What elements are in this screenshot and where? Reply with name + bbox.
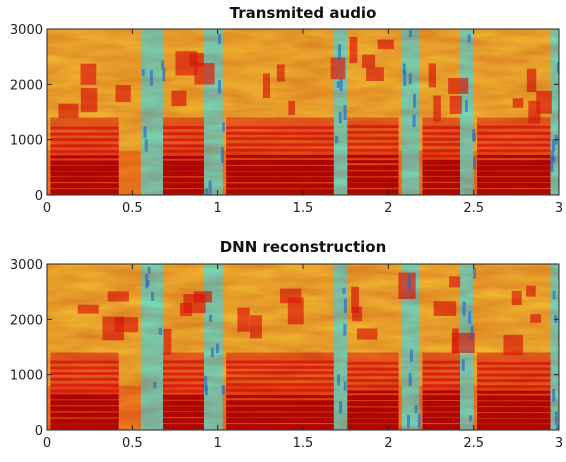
x-tick-label: 0 [43,201,51,216]
x-tick-label: 0.5 [122,201,143,216]
low-energy-speck [470,325,474,340]
x-tick-label: 2.5 [463,201,484,216]
low-energy-speck [141,69,145,76]
low-energy-speck [145,273,149,289]
y-tick-label: 1000 [10,369,43,384]
low-energy-speck [204,188,208,195]
low-energy-speck [556,425,559,430]
low-energy-speck [403,70,407,86]
low-energy-speck [412,114,416,128]
low-energy-speck [220,147,224,164]
spectrogram-panel-2: 0 0.5 1 1.5 2 2.5 3 0 1000 2000 3000 [10,258,563,451]
x-tick-label: 3 [555,436,563,451]
low-energy-speck [208,314,212,322]
spectrogram-panel-1: 0 0.5 1 1.5 2 2.5 3 0 1000 2000 3000 [10,23,563,216]
low-energy-speck [343,104,347,121]
x-tick-label: 2.5 [463,436,484,451]
spectrogram-image [47,29,559,195]
low-energy-speck [215,343,219,353]
low-energy-speck [342,288,346,295]
low-energy-speck [468,311,472,324]
low-energy-speck [552,388,556,402]
low-energy-speck [550,157,554,172]
low-energy-speck [208,180,212,195]
low-energy-speck [143,126,147,138]
chart-title-top: Transmited audio [229,4,377,22]
x-tick-label: 1.5 [293,201,314,216]
low-energy-speck [162,67,166,82]
low-energy-speck [217,34,221,45]
low-energy-speck [408,373,412,387]
low-energy-speck [464,100,468,113]
low-energy-speck [414,405,418,414]
low-energy-speck [409,349,413,362]
x-tick-label: 2 [384,201,392,216]
low-energy-speck [472,133,476,142]
spectrogram-image [47,264,559,430]
y-tick-label: 0 [35,189,43,204]
x-tick-label: 1 [214,201,222,216]
texture-overlay [47,264,559,430]
low-energy-speck [462,301,466,317]
chart-title-bottom: DNN reconstruction [219,238,387,256]
low-energy-speck [408,73,412,85]
low-energy-speck [144,139,148,152]
low-energy-speck [336,81,340,88]
x-tick-label: 1.5 [293,436,314,451]
low-energy-speck [217,80,221,94]
y-tick-label: 1000 [10,134,43,149]
low-energy-speck [406,414,410,428]
low-energy-speck [339,401,343,414]
x-tick-label: 3 [555,201,563,216]
low-energy-speck [554,411,558,425]
low-energy-speck [153,381,157,389]
low-energy-speck [552,156,556,163]
y-tick-label: 3000 [10,23,43,38]
low-energy-speck [402,63,406,75]
x-tick-label: 0.5 [122,436,143,451]
low-energy-speck [158,327,162,335]
low-energy-speck [339,78,343,92]
low-energy-speck [551,139,555,152]
low-energy-speck [147,266,151,274]
low-energy-speck [221,384,225,395]
low-energy-speck [408,30,412,38]
texture-overlay [47,29,559,195]
low-energy-speck [467,34,471,43]
low-energy-speck [552,290,556,300]
x-tick-label: 2 [384,436,392,451]
low-energy-speck [149,70,153,86]
y-tick-label: 3000 [10,258,43,273]
low-energy-speck [161,60,165,69]
low-energy-speck [335,136,339,144]
low-energy-speck [469,415,473,422]
x-tick-label: 0 [43,436,51,451]
low-energy-speck [210,347,214,358]
low-energy-speck [473,156,477,170]
low-energy-speck [343,298,347,313]
low-energy-speck [337,374,341,386]
low-energy-speck [473,268,477,279]
low-energy-speck [204,376,208,392]
low-energy-speck [222,122,226,132]
low-energy-speck [417,413,421,429]
low-energy-speck [407,275,411,290]
y-tick-label: 2000 [10,78,43,93]
low-energy-speck [343,381,347,391]
low-energy-speck [338,112,342,124]
low-energy-speck [556,62,559,73]
low-energy-speck [413,93,417,108]
x-tick-label: 1 [214,436,222,451]
low-energy-speck [461,358,465,372]
y-tick-label: 0 [35,424,43,439]
low-energy-speck [151,291,155,301]
low-energy-speck [343,323,347,336]
low-energy-speck [550,150,554,160]
y-tick-label: 2000 [10,313,43,328]
low-energy-speck [338,44,342,60]
